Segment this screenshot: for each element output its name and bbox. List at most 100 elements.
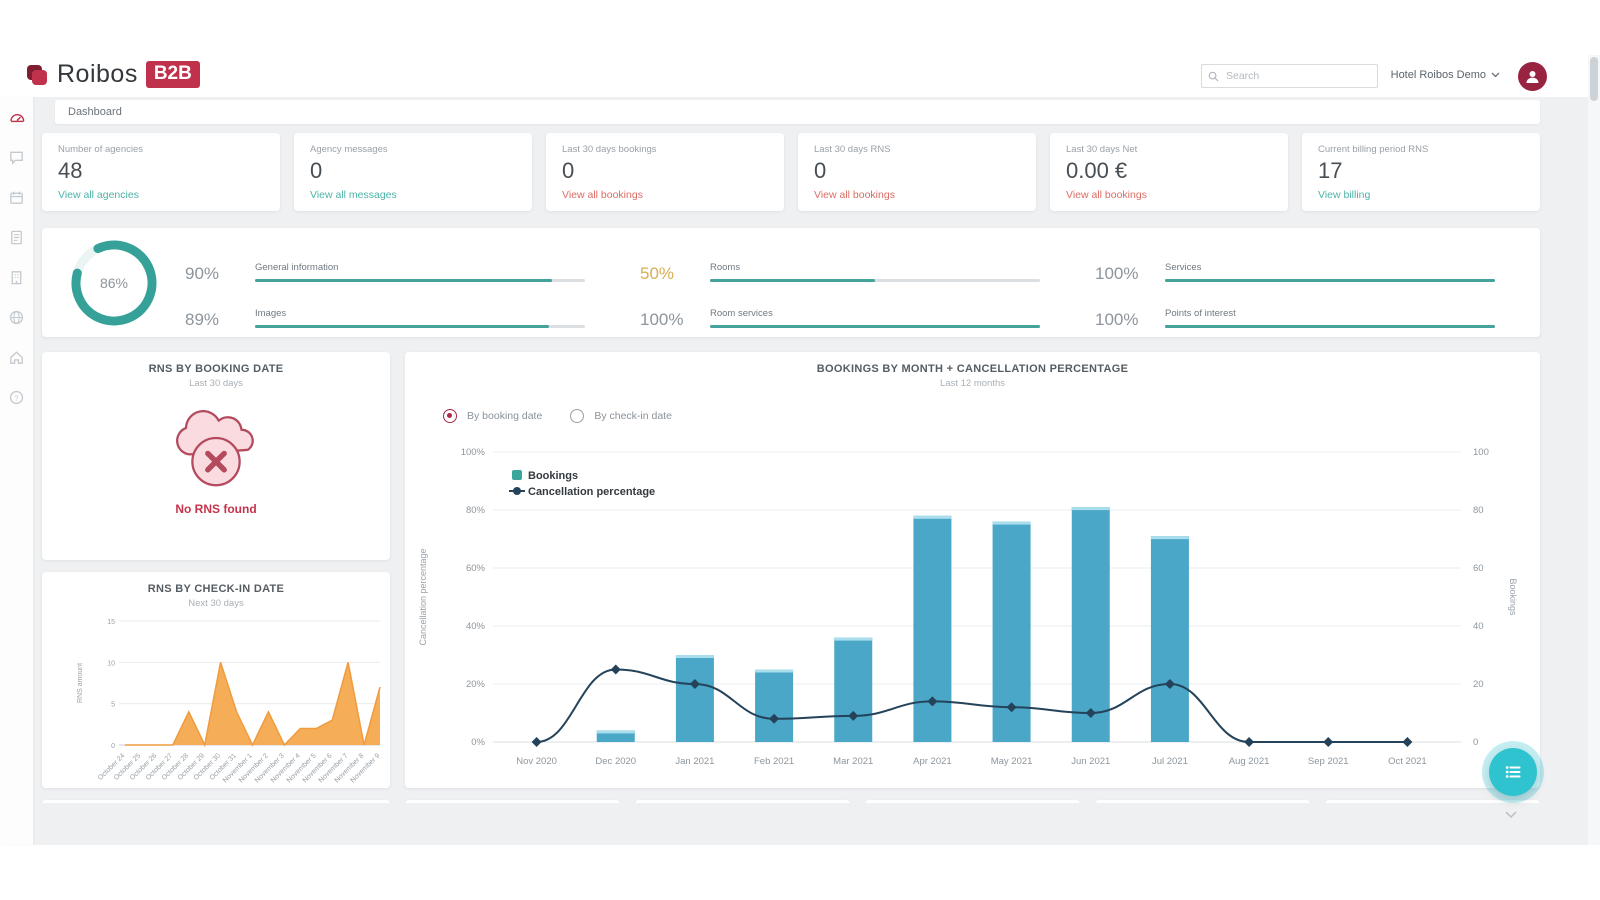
dashboard-gauge-icon — [9, 114, 24, 123]
cancellation-line — [536, 668, 1408, 743]
right-axis-title: Bookings — [1508, 578, 1518, 616]
booking-bar[interactable] — [596, 730, 635, 742]
user-avatar[interactable] — [1518, 62, 1547, 91]
legend-cancellation-label[interactable]: Cancellation percentage — [528, 486, 655, 498]
cancellation-point[interactable] — [610, 664, 621, 675]
cancellation-point[interactable] — [689, 679, 700, 689]
view-all-bookings-link[interactable]: View all bookings — [814, 189, 895, 201]
right-axis-tick: 0 — [1473, 737, 1478, 748]
scrollbar-thumb[interactable] — [1590, 57, 1598, 101]
booking-bar[interactable] — [755, 669, 794, 743]
rns-by-booking-date-card: RNS BY BOOKING DATE Last 30 days No RNS … — [42, 352, 390, 560]
view-all-bookings-link[interactable]: View all bookings — [1066, 189, 1147, 201]
right-axis-tick: 60 — [1473, 563, 1484, 574]
chevron-down-icon — [1491, 72, 1500, 78]
home-icon — [10, 350, 23, 364]
account-dropdown[interactable]: Hotel Roibos Demo — [1391, 69, 1500, 81]
radio-label-booking-date[interactable]: By booking date — [467, 410, 543, 422]
legend-cancellation-marker[interactable] — [513, 487, 521, 495]
cancellation-point[interactable] — [927, 696, 938, 707]
sidebar-item-home[interactable] — [0, 337, 33, 377]
cancellation-point[interactable] — [769, 713, 780, 724]
view-all-messages-link[interactable]: View all messages — [310, 189, 397, 201]
y-axis-title: RNS amount — [77, 663, 84, 703]
search-icon — [1208, 71, 1219, 82]
bookings-chart-svg: 100% 100 80% 80 60% 60 40% 40 20% 20 0% 0 Nov 2020 De… — [418, 447, 1518, 767]
view-billing-link[interactable]: View billing — [1318, 189, 1371, 201]
booking-bar-cap — [992, 521, 1031, 525]
scrollbar-track[interactable] — [1588, 55, 1600, 845]
cancellation-point[interactable] — [1402, 737, 1413, 747]
cancellation-point[interactable] — [1085, 708, 1096, 718]
view-all-agencies-link[interactable]: View all agencies — [58, 189, 139, 201]
cancellation-point[interactable] — [1164, 679, 1175, 689]
completion-label: Rooms — [710, 262, 741, 273]
search-box[interactable] — [1201, 64, 1378, 88]
card-title: TOP AGENCY — [1095, 800, 1310, 803]
completion-percent: 100% — [1095, 310, 1139, 329]
sidebar-item-calendar[interactable] — [0, 177, 33, 217]
stat-label: Agency messages — [310, 144, 388, 155]
cancellation-point[interactable] — [1006, 702, 1017, 713]
legend-bookings-marker[interactable] — [512, 470, 522, 480]
rns-by-checkin-date-card: RNS BY CHECK-IN DATE Next 30 days 0 5 10 15… — [42, 572, 390, 788]
card-title: TOP AGENCY — [405, 800, 620, 803]
top-bar: Roibos B2B Hotel Roibos Demo — [0, 55, 1600, 97]
card-subtitle: Last 30 days — [189, 378, 243, 389]
left-axis-tick: 0% — [471, 737, 485, 748]
booking-bar[interactable] — [1071, 507, 1110, 742]
radio-label-checkin-date[interactable]: By check-in date — [594, 410, 672, 422]
cancellation-point[interactable] — [1244, 737, 1255, 747]
quick-actions-fab[interactable] — [1489, 748, 1537, 796]
calendar-icon — [10, 191, 23, 204]
top-agency-card: TOP AGENCY — [635, 800, 850, 803]
checklist-icon — [1505, 766, 1521, 778]
right-axis-tick: 40 — [1473, 621, 1484, 632]
stat-value: 0.00 € — [1066, 158, 1128, 183]
cancellation-point[interactable] — [848, 710, 859, 721]
cancellation-point[interactable] — [1323, 737, 1334, 747]
top-agency-card: TOP AGENCY — [1095, 800, 1310, 803]
sidebar-item-messages[interactable] — [0, 137, 33, 177]
stat-card-billing-rns: Current billing period RNS 17 View billi… — [1302, 133, 1540, 211]
top-agency-card: TOP AGENCY — [865, 800, 1080, 803]
booking-bar[interactable] — [913, 515, 952, 742]
stat-label: Last 30 days Net — [1066, 144, 1138, 155]
stat-value: 0 — [814, 158, 827, 183]
progress-bar — [1165, 279, 1495, 282]
stat-card-messages: Agency messages 0 View all messages — [294, 133, 532, 211]
sidebar-item-help[interactable]: ? — [0, 377, 33, 417]
progress-bar — [1165, 325, 1495, 328]
brand-badge: B2B — [145, 61, 200, 88]
roibos-logo-icon — [27, 64, 47, 85]
sidebar-item-dashboard[interactable] — [0, 97, 33, 137]
booking-bar-cap — [1150, 536, 1189, 540]
completion-item: 50% Rooms — [640, 246, 1040, 283]
view-all-bookings-link[interactable]: View all bookings — [562, 189, 643, 201]
cancellation-point[interactable] — [531, 737, 542, 747]
y-axis-tick: 0 — [111, 743, 115, 750]
month-label: Jan 2021 — [675, 756, 714, 767]
stat-value: 0 — [562, 158, 575, 183]
right-axis-tick: 20 — [1473, 679, 1484, 690]
account-name: Hotel Roibos Demo — [1390, 69, 1486, 81]
left-axis-tick: 60% — [466, 563, 486, 574]
left-axis-tick: 40% — [466, 621, 486, 632]
card-title: RNS BY BOOKING DATE — [148, 363, 284, 375]
brand-logo[interactable]: Roibos B2B — [25, 60, 200, 89]
sidebar-item-hotel[interactable] — [0, 257, 33, 297]
completion-label: Services — [1165, 262, 1202, 273]
booking-bar[interactable] — [1150, 536, 1189, 742]
chat-icon — [10, 151, 23, 165]
radio-by-booking-date[interactable] — [443, 409, 457, 423]
stat-value: 48 — [58, 158, 83, 183]
legend-bookings-label[interactable]: Bookings — [528, 470, 578, 482]
booking-bar[interactable] — [834, 637, 873, 742]
sidebar-item-markets[interactable] — [0, 297, 33, 337]
card-title: TOP AGENCY — [865, 800, 1080, 803]
radio-by-checkin-date[interactable] — [570, 409, 585, 423]
booking-bar[interactable] — [675, 655, 714, 742]
search-input[interactable] — [1224, 69, 1371, 83]
sidebar-item-billing[interactable] — [0, 217, 33, 257]
completion-donut: 86% — [42, 228, 185, 337]
